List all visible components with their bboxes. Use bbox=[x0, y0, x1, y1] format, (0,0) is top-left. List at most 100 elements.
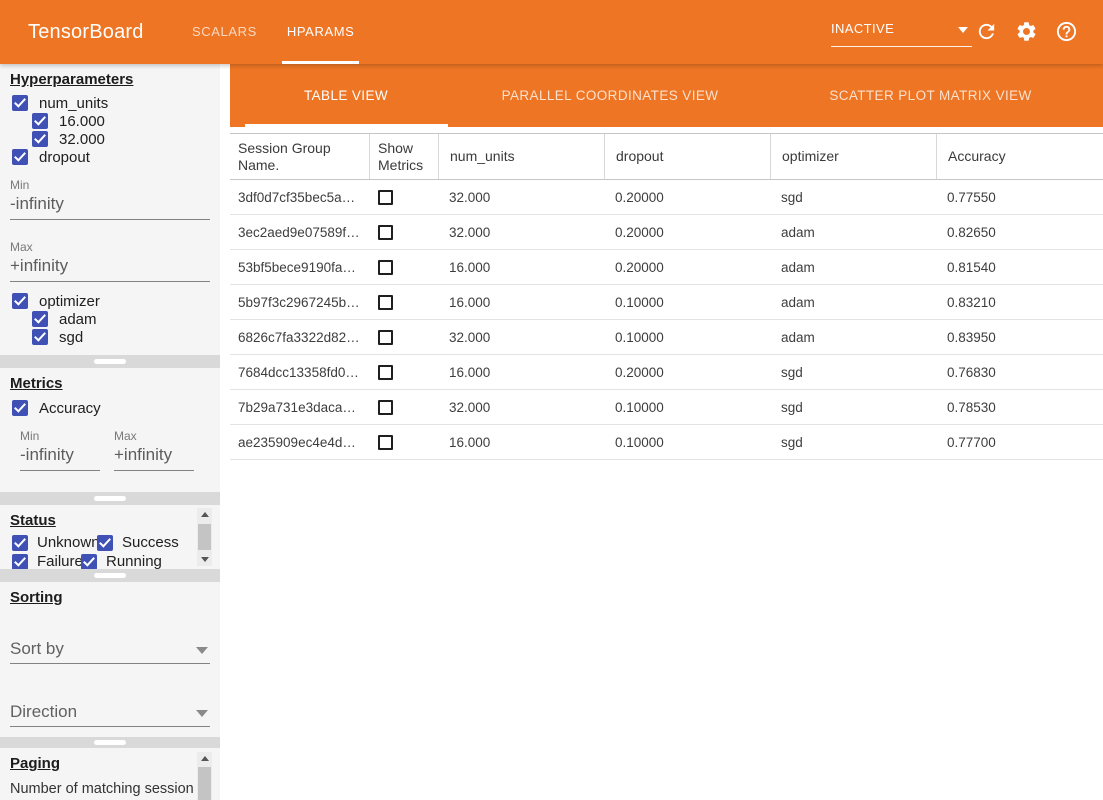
adam-checkbox[interactable] bbox=[32, 311, 48, 327]
status-heading: Status bbox=[10, 512, 56, 529]
num-units-cell: 32.000 bbox=[449, 224, 491, 240]
optimizer-checkbox[interactable] bbox=[12, 293, 28, 309]
table-row: 53bf5bece9190fa… 16.000 0.20000 adam 0.8… bbox=[230, 250, 1103, 285]
status-dropdown[interactable]: INACTIVE bbox=[831, 16, 972, 47]
refresh-icon[interactable] bbox=[975, 20, 999, 44]
checkbox-label: sgd bbox=[59, 328, 84, 346]
success-checkbox[interactable] bbox=[97, 534, 113, 551]
section-resize-handle[interactable] bbox=[94, 573, 126, 578]
section-resize-handle[interactable] bbox=[94, 359, 126, 364]
scroll-up-arrow-icon[interactable] bbox=[197, 752, 212, 765]
session-group-name: 7b29a731e3daca… bbox=[238, 399, 356, 415]
dropout-cell: 0.10000 bbox=[615, 434, 664, 450]
metric-max-input[interactable]: +infinity bbox=[114, 443, 194, 471]
min-input[interactable]: -infinity bbox=[10, 192, 210, 220]
status-item-running: Running bbox=[81, 553, 162, 569]
column-header-show-metrics[interactable]: Show Metrics bbox=[369, 134, 438, 179]
checkbox-label: Running bbox=[106, 553, 162, 569]
chevron-down-icon bbox=[196, 710, 208, 717]
max-input[interactable]: +infinity bbox=[10, 254, 210, 282]
status-item-failure: Failure bbox=[12, 553, 83, 569]
direction-select[interactable]: Direction bbox=[10, 697, 210, 727]
metric-min-input[interactable]: -infinity bbox=[20, 443, 100, 471]
column-header-accuracy[interactable]: Accuracy bbox=[936, 134, 1103, 179]
section-sorting: Sorting Sort by Direction bbox=[0, 582, 220, 737]
tab-parallel-coordinates-view[interactable]: PARALLEL COORDINATES VIEW bbox=[501, 88, 719, 103]
paging-heading: Paging bbox=[10, 755, 61, 772]
status-item-unknown: Unknown bbox=[12, 534, 100, 551]
num-units-checkbox[interactable] bbox=[12, 95, 28, 111]
optimizer-cell: adam bbox=[781, 294, 815, 310]
show-metrics-checkbox[interactable] bbox=[378, 224, 393, 240]
chevron-down-icon bbox=[958, 27, 968, 33]
accuracy-cell: 0.78530 bbox=[947, 399, 996, 415]
section-resize-handle[interactable] bbox=[94, 496, 126, 501]
show-metrics-checkbox[interactable] bbox=[378, 294, 393, 310]
accuracy-cell: 0.83950 bbox=[947, 329, 996, 345]
scrollbar-thumb[interactable] bbox=[198, 524, 211, 550]
section-status: Status Unknown Success Failure R bbox=[0, 505, 220, 569]
hparams-sidebar: Hyperparameters num_units 16.000 32.000 … bbox=[0, 64, 230, 800]
paging-scrollbar[interactable] bbox=[197, 752, 212, 800]
accuracy-checkbox[interactable] bbox=[12, 400, 28, 416]
optimizer-cell: sgd bbox=[781, 364, 803, 380]
column-header-dropout[interactable]: dropout bbox=[604, 134, 770, 179]
show-metrics-checkbox[interactable] bbox=[378, 189, 393, 205]
num-units-16-checkbox[interactable] bbox=[32, 113, 48, 129]
status-dropdown-value: INACTIVE bbox=[831, 21, 895, 36]
settings-gear-icon[interactable] bbox=[1015, 20, 1039, 44]
num-units-32-checkbox[interactable] bbox=[32, 131, 48, 147]
scroll-up-arrow-icon[interactable] bbox=[197, 508, 212, 521]
show-metrics-checkbox[interactable] bbox=[378, 259, 393, 275]
sort-by-select[interactable]: Sort by bbox=[10, 634, 210, 664]
scroll-down-arrow-icon[interactable] bbox=[197, 553, 212, 566]
show-metrics-checkbox[interactable] bbox=[378, 364, 393, 380]
table-row: 3ec2aed9e07589f… 32.000 0.20000 adam 0.8… bbox=[230, 215, 1103, 250]
max-label: Max bbox=[10, 240, 33, 254]
hparams-view-tabs: TABLE VIEW PARALLEL COORDINATES VIEW SCA… bbox=[230, 64, 1103, 127]
sorting-heading: Sorting bbox=[10, 589, 63, 606]
unknown-checkbox[interactable] bbox=[12, 534, 28, 551]
session-group-name: ae235909ec4e4d… bbox=[238, 434, 356, 450]
optimizer-cell: sgd bbox=[781, 399, 803, 415]
section-metrics: Metrics Accuracy Min -infinity Max +infi… bbox=[0, 368, 220, 492]
status-scrollbar[interactable] bbox=[197, 508, 212, 566]
show-metrics-cell bbox=[369, 215, 438, 249]
dropout-cell: 0.10000 bbox=[615, 399, 664, 415]
table-row: 7684dcc13358fd0… 16.000 0.20000 sgd 0.76… bbox=[230, 355, 1103, 390]
checkbox-label: adam bbox=[59, 310, 97, 328]
show-metrics-cell bbox=[369, 285, 438, 319]
dropout-cell: 0.20000 bbox=[615, 189, 664, 205]
tab-table-view[interactable]: TABLE VIEW bbox=[230, 64, 462, 127]
tab-scalars[interactable]: SCALARS bbox=[192, 24, 257, 39]
show-metrics-checkbox[interactable] bbox=[378, 434, 393, 450]
scrollbar-thumb[interactable] bbox=[198, 767, 211, 800]
show-metrics-checkbox[interactable] bbox=[378, 399, 393, 415]
checkbox-row-optimizer: optimizer bbox=[12, 292, 220, 310]
help-icon[interactable] bbox=[1055, 20, 1079, 44]
status-row-1: Unknown Success bbox=[12, 534, 220, 551]
show-metrics-checkbox[interactable] bbox=[378, 329, 393, 345]
dropout-checkbox[interactable] bbox=[12, 149, 28, 165]
running-checkbox[interactable] bbox=[81, 553, 97, 569]
failure-checkbox[interactable] bbox=[12, 553, 28, 569]
checkbox-row-dropout: dropout bbox=[12, 148, 220, 166]
tab-hparams[interactable]: HPARAMS bbox=[272, 0, 370, 64]
table-header-row: Session Group Name. Show Metrics num_uni… bbox=[230, 133, 1103, 180]
column-header-num-units[interactable]: num_units bbox=[438, 134, 604, 179]
column-header-optimizer[interactable]: optimizer bbox=[770, 134, 936, 179]
section-divider bbox=[0, 492, 220, 505]
num-units-cell: 16.000 bbox=[449, 294, 491, 310]
sgd-checkbox[interactable] bbox=[32, 329, 48, 345]
checkbox-label: num_units bbox=[39, 94, 109, 112]
optimizer-cell: sgd bbox=[781, 189, 803, 205]
num-units-cell: 32.000 bbox=[449, 189, 491, 205]
section-resize-handle[interactable] bbox=[94, 740, 126, 745]
accuracy-cell: 0.83210 bbox=[947, 294, 996, 310]
sort-by-placeholder: Sort by bbox=[10, 639, 64, 658]
column-header-session-group-name[interactable]: Session Group Name. bbox=[238, 139, 331, 173]
optimizer-cell: adam bbox=[781, 224, 815, 240]
tab-scatter-plot-matrix-view[interactable]: SCATTER PLOT MATRIX VIEW bbox=[829, 88, 1032, 103]
checkbox-row-accuracy: Accuracy bbox=[12, 399, 220, 417]
